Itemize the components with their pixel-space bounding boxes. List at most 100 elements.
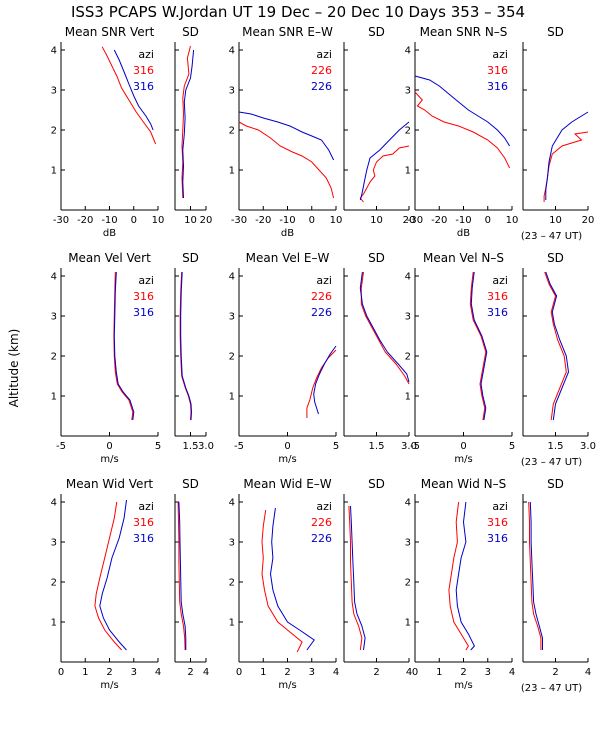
legend-title: azi [492,274,508,287]
y-tick-label: 2 [405,126,411,137]
x-tick-label: 1 [82,667,88,678]
y-tick-label: 3 [229,538,235,549]
legend-title: azi [316,48,332,61]
y-tick-label: 4 [229,272,235,283]
altitude-axis-label: Altitude (km) [7,329,21,408]
x-tick-label: 1 [260,667,266,678]
series-line-blue [269,507,315,651]
y-tick-label: 2 [405,352,411,363]
series-line-blue [350,505,366,651]
y-tick-label: 3 [405,86,411,97]
x-tick-label: 0 [412,667,418,678]
panel-snr-ns-sd: SD 10 20(23 – 47 UT) [521,25,594,242]
x-tick-label: 10 [184,215,197,226]
series-line-blue [455,501,475,651]
x-tick-label: 4 [585,667,591,678]
series-line-blue [180,271,193,421]
x-tick-label: 0 [236,667,242,678]
panel-vel-ns-sd: SD 1.5 3.0 (23 – 47 UT) [521,251,596,468]
legend-title: azi [316,274,332,287]
panel-title: Mean SNR Vert [65,25,155,39]
x-tick-label: 10 [506,215,519,226]
panel-title: Mean Vel E–W [246,251,330,265]
y-tick-label: 2 [51,352,57,363]
x-tick-label: 2 [284,667,290,678]
x-tick-label: 1 [436,667,442,678]
series-line-red [238,121,335,199]
series-line-red [448,501,469,651]
y-tick-label: 4 [405,46,411,57]
x-axis-label: m/s [454,680,472,691]
x-tick-label: -20 [431,215,447,226]
panel-wid-vert: Mean Wid Vert 1 2 3 4 0 1 2 3 4 m/s azi 316 316 [51,477,162,691]
y-tick-label: 3 [51,86,57,97]
x-axis-label: dB [103,228,116,239]
panel-title: SD [368,477,385,491]
legend-entry: 316 [487,516,508,529]
x-tick-label: 4 [406,667,412,678]
x-tick-label: 2 [460,667,466,678]
legend-entry: 316 [487,306,508,319]
panel-title: SD [182,25,199,39]
x-tick-label: 0 [460,441,466,452]
y-tick-label: 4 [51,272,57,283]
panel-snr-ew: Mean SNR E–W 1 2 3 4 -30 -20 -10 0 10 dB azi 226 226 [229,25,343,239]
x-tick-label: 4 [155,667,161,678]
x-tick-label: 4 [333,667,339,678]
legend-entry: 226 [311,532,332,545]
series-line-red [101,46,157,145]
series-line-blue [238,111,335,161]
y-tick-label: 4 [405,272,411,283]
series-line-red [113,271,134,421]
series-line-red [528,501,542,650]
y-tick-label: 2 [405,578,411,589]
panel-title: Mean Wid Vert [66,477,153,491]
x-tick-label: 5 [509,441,515,452]
series-line-blue [545,111,589,200]
panel-vel-ns: Mean Vel N–S 1 2 3 4 -5 0 5 m/s azi 316 316 [405,251,516,465]
panel-title: SD [547,477,564,491]
legend-entry: 226 [311,80,332,93]
x-tick-label: -5 [410,441,420,452]
x-tick-label: 0 [131,215,137,226]
series-line-blue [99,499,127,651]
panel-wid-ew: Mean Wid E–W 1 2 3 4 0 1 2 3 4 m/s azi 226 226 [229,477,340,691]
y-tick-label: 2 [229,352,235,363]
panel-title: Mean Wid N–S [421,477,506,491]
x-tick-label: 1.5 [548,441,564,452]
series-line-red [306,349,337,418]
series-line-blue [313,345,337,415]
x-tick-label: 2 [187,667,193,678]
x-tick-label: 4 [203,667,209,678]
series-line-red [360,271,410,385]
panel-title: Mean Vel N–S [423,251,504,265]
series-line-red [261,509,303,653]
x-axis-label: dB [281,228,294,239]
legend-entry: 226 [311,306,332,319]
series-line-blue [470,271,488,421]
x-tick-label: 10 [549,215,562,226]
legend-entry: 316 [133,516,154,529]
legend-entry: 316 [487,532,508,545]
x-tick-label: -30 [53,215,69,226]
panel-title: SD [182,477,199,491]
series-line-red [348,505,363,651]
x-tick-label: 10 [330,215,343,226]
panel-wid-vert-sd: SD 2 4 [174,477,209,678]
series-line-blue [182,49,195,199]
x-axis-label: m/s [454,454,472,465]
panel-title: Mean SNR N–S [420,25,508,39]
y-tick-label: 4 [51,498,57,509]
x-tick-label: -20 [255,215,271,226]
panel-vel-ew: Mean Vel E–W 1 2 3 4 -5 0 5 m/s azi 226 226 [229,251,340,465]
x-tick-label: 0 [309,215,315,226]
x-tick-label: 2 [373,667,379,678]
y-tick-label: 3 [51,538,57,549]
x-axis-label: m/s [100,454,118,465]
panel-title: SD [182,251,199,265]
series-line-red [544,271,567,421]
x-tick-label: -20 [77,215,93,226]
